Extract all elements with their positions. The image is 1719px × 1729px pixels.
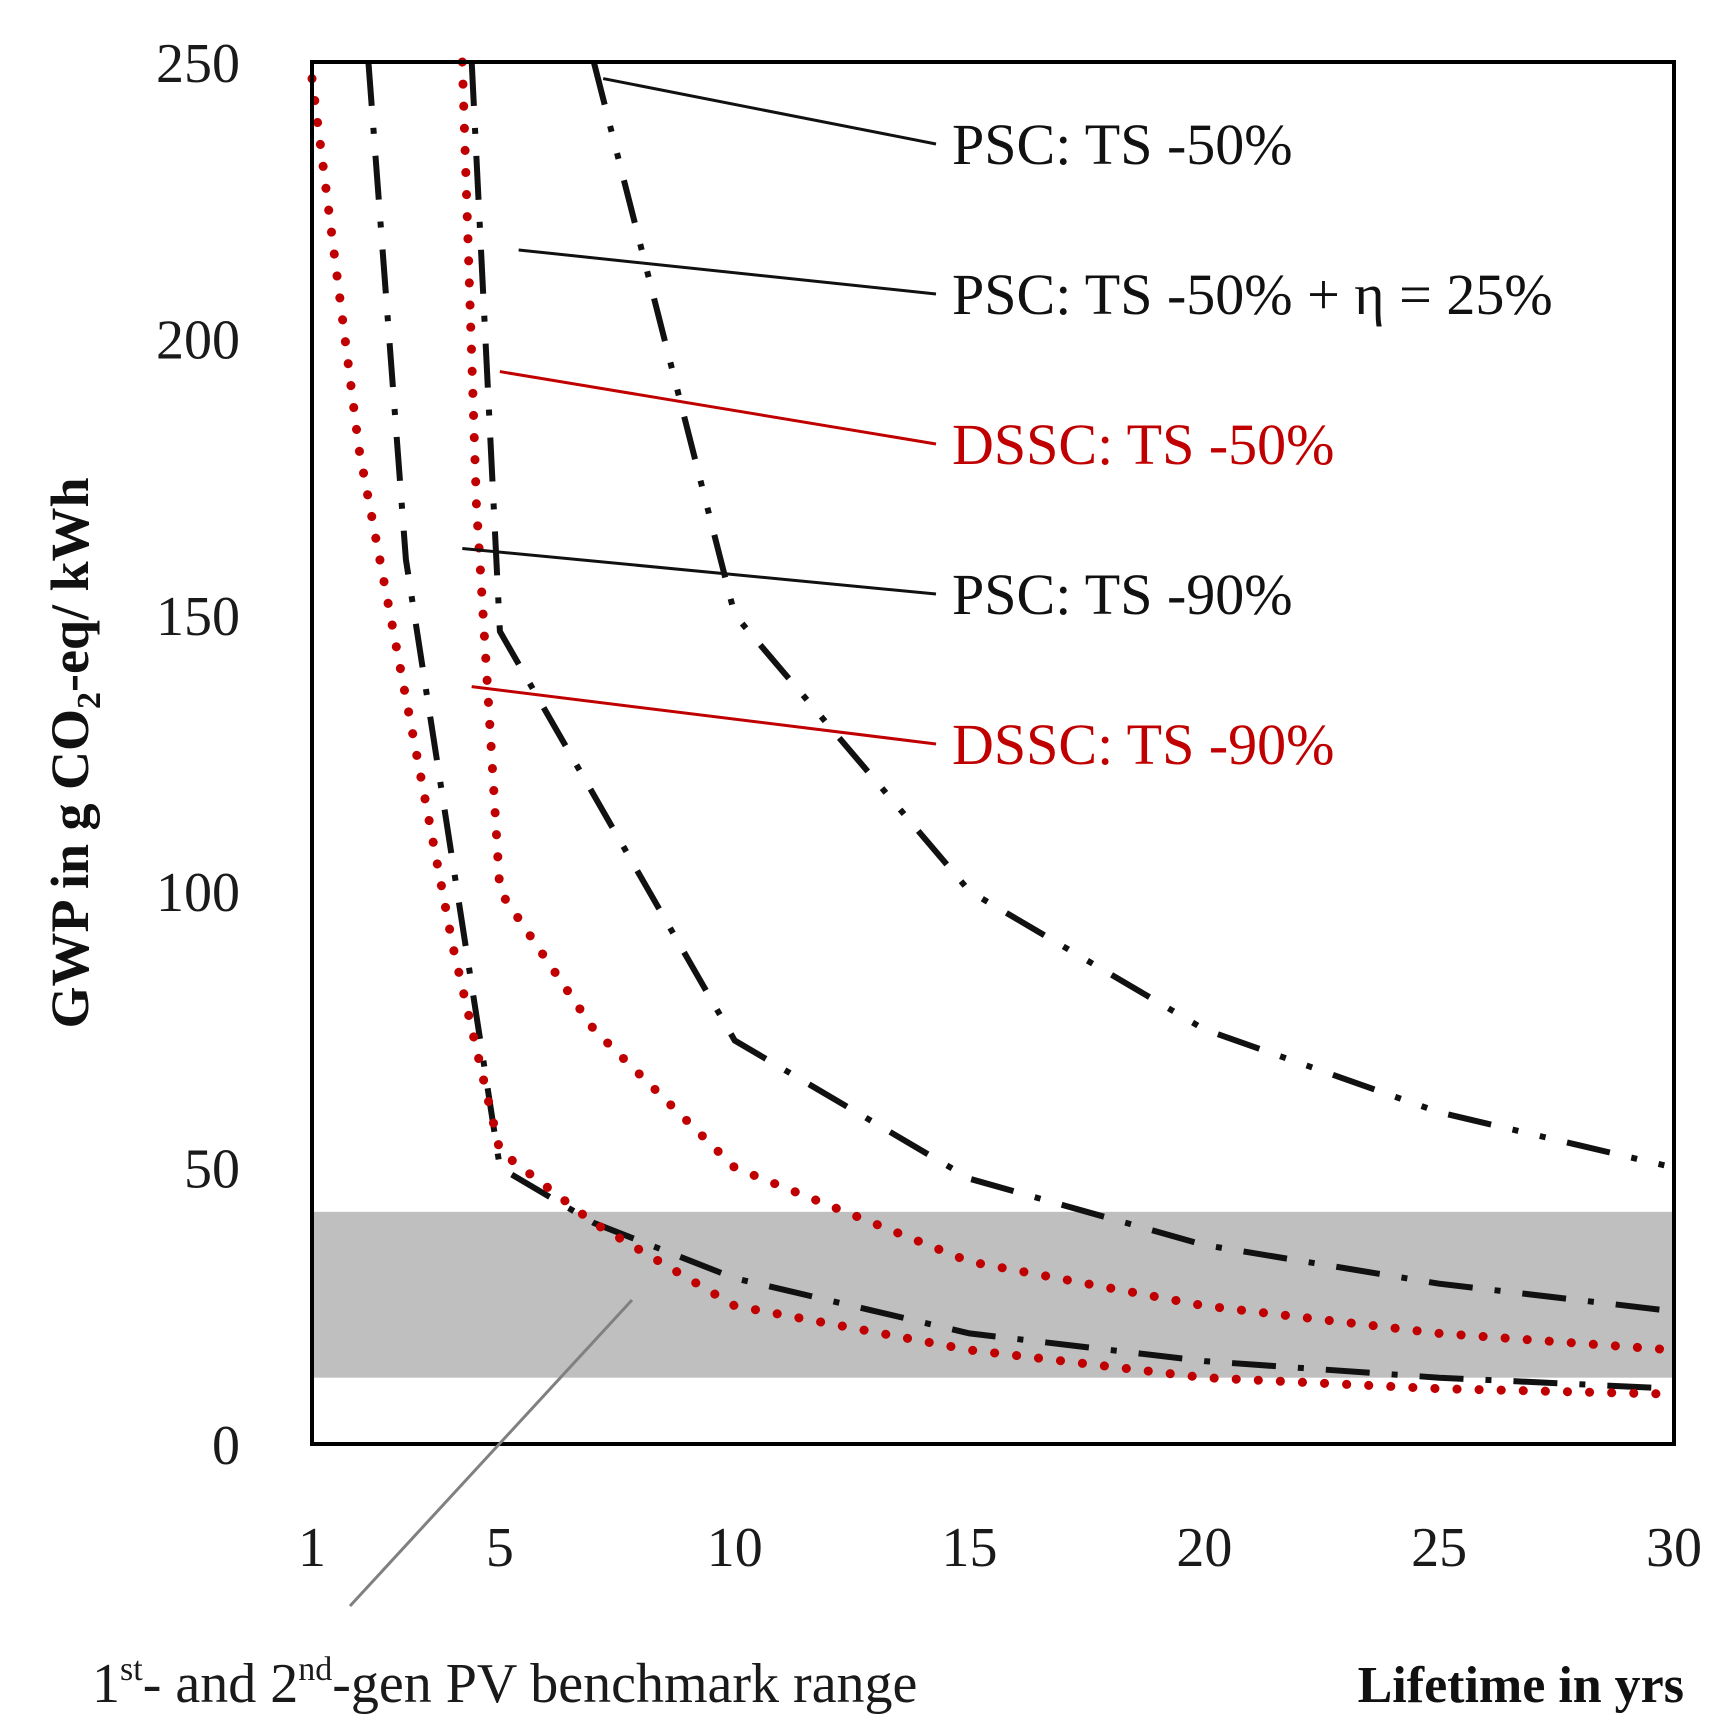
x-tick-label: 20 <box>1176 1517 1232 1579</box>
leader-line-psc-ts-50 <box>602 77 937 146</box>
y-axis-title: GWP in g CO2-eq/ kWh <box>40 477 108 1028</box>
x-tick-label: 25 <box>1411 1517 1467 1579</box>
plot-frame <box>310 60 1676 1446</box>
series-dssc-ts-50 <box>457 57 1679 1355</box>
y-tick-label: 100 <box>156 862 240 924</box>
benchmark-pointer-line <box>348 1298 634 1608</box>
label-dssc-ts-50: DSSC: TS -50% <box>952 412 1334 477</box>
label-psc-ts-50: PSC: TS -50% <box>952 112 1293 177</box>
leader-line-dssc-ts-90 <box>471 685 937 746</box>
x-axis-ticks: 1 5 10 15 20 25 30 <box>298 1517 1702 1579</box>
benchmark-range-label: 1st- and 2nd-gen PV benchmark range <box>92 1651 917 1715</box>
x-tick-label: 1 <box>298 1517 326 1579</box>
label-psc-ts-50-eta-25: PSC: TS -50% + η = 25% <box>952 262 1553 327</box>
y-axis-ticks: 0 50 100 150 200 250 <box>156 33 240 1477</box>
series-psc-ts-50 <box>590 61 1675 1171</box>
y-tick-label: 150 <box>156 586 240 648</box>
y-tick-label: 50 <box>184 1139 240 1201</box>
label-dssc-ts-90: DSSC: TS -90% <box>952 712 1334 777</box>
x-axis-title: Lifetime in yrs <box>1358 1657 1684 1714</box>
x-tick-label: 10 <box>707 1517 763 1579</box>
y-tick-label: 200 <box>156 309 240 371</box>
x-tick-label: 30 <box>1646 1517 1702 1579</box>
x-tick-label: 15 <box>942 1517 998 1579</box>
leader-line-psc-ts-90 <box>462 546 937 596</box>
label-psc-ts-90: PSC: TS -90% <box>952 562 1293 627</box>
y-tick-label: 250 <box>156 33 240 95</box>
series-dssc-ts-90 <box>307 74 1679 1399</box>
series-psc-ts-90 <box>365 61 1675 1392</box>
series-psc-ts-50-eta-25 <box>468 61 1675 1315</box>
leader-line-psc-ts-50-eta <box>518 248 937 296</box>
leader-line-dssc-ts-50 <box>499 370 937 446</box>
x-tick-label: 5 <box>486 1517 514 1579</box>
y-tick-label: 0 <box>212 1415 240 1477</box>
